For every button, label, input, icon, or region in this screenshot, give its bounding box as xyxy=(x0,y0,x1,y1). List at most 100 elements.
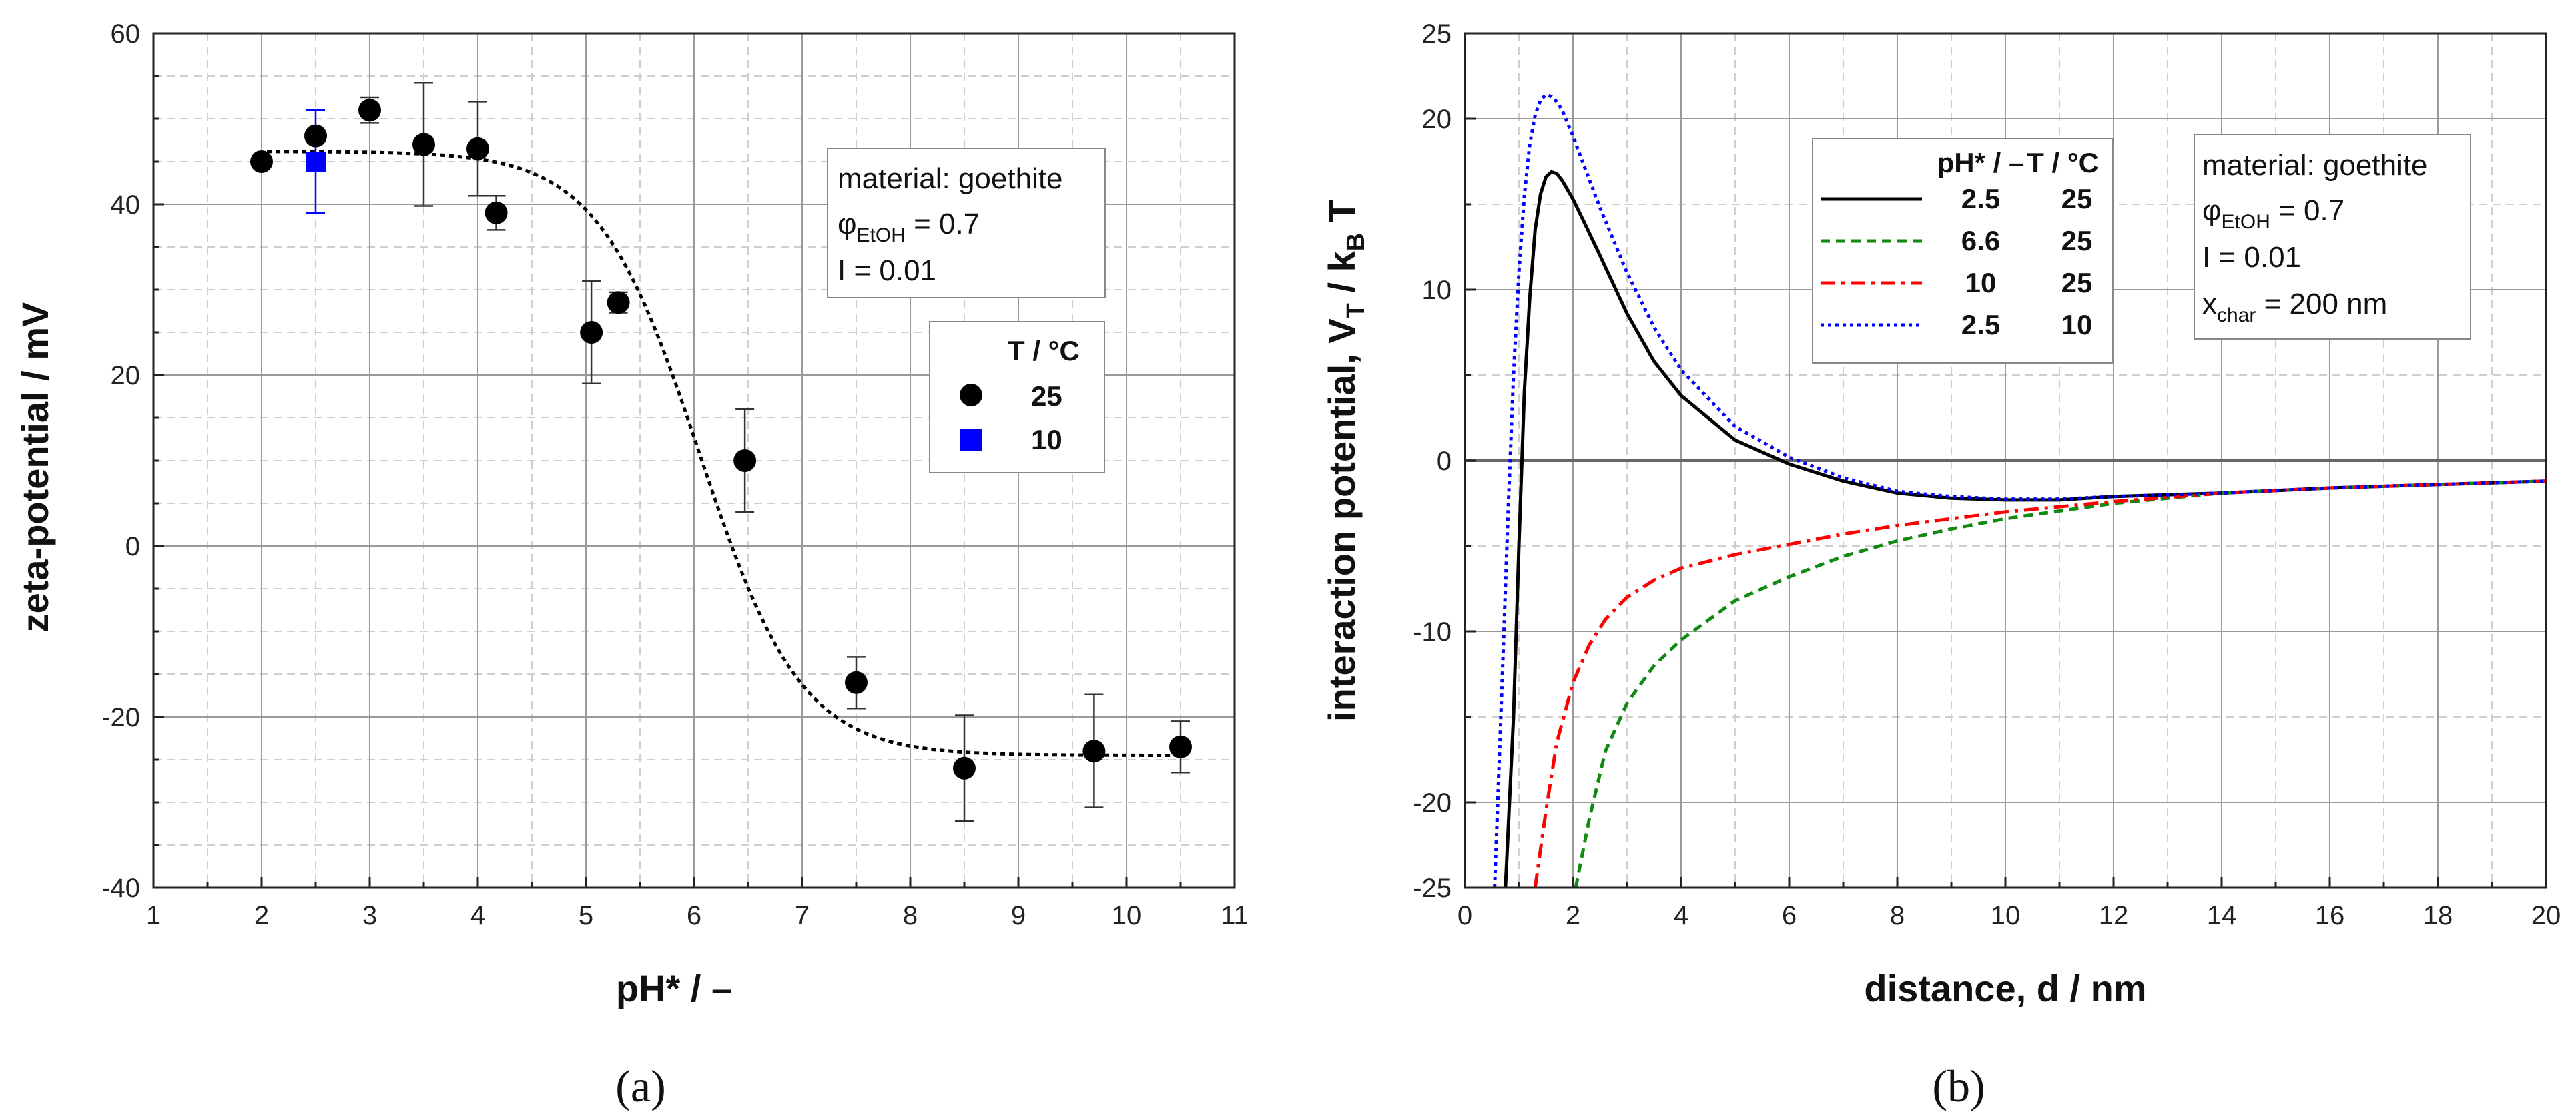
y-tick-label: 10 xyxy=(1422,276,1452,305)
panel-a: 1 2 3 4 5 6 7 8 9 10 11 -40 -20 0 20 40 60 material: go… xyxy=(14,19,1249,1111)
legend-t-value: 25 xyxy=(2061,225,2093,256)
xchar-symbol-b: x xyxy=(2202,288,2217,320)
phi-value-b: = 0.7 xyxy=(2270,194,2344,227)
info-material-b: material: goethite xyxy=(2202,149,2428,182)
ticks-a xyxy=(152,32,1236,889)
ylabel-main-b: interaction potential, V xyxy=(1321,318,1363,722)
x-tick-label: 10 xyxy=(1991,901,2021,930)
y-tick-labels-a: -40 -20 0 20 40 60 xyxy=(101,19,140,903)
info-xchar-b: xchar = 200 nm xyxy=(2202,288,2387,326)
x-tick-label: 4 xyxy=(1674,901,1688,930)
x-tick-label: 3 xyxy=(362,901,377,930)
legend-marker-10 xyxy=(960,429,982,451)
phi-subscript-a: EtOH xyxy=(857,224,906,246)
info-ionic-a: I = 0.01 xyxy=(838,254,936,287)
x-axis-title-b: distance, d / nm xyxy=(1864,967,2146,1009)
x-tick-labels-a: 1 2 3 4 5 6 7 8 9 10 11 xyxy=(146,901,1249,930)
panel-b: 0 2 4 6 8 10 12 14 16 18 20 -25 -20 -10 0 10 20 25 pH* /… xyxy=(1321,19,2561,1111)
legend-t-value: 25 xyxy=(2061,183,2093,214)
ylabel-sub-b-b: B xyxy=(1342,233,1370,251)
x-tick-label: 9 xyxy=(1011,901,1026,930)
legend-t-value: 25 xyxy=(2061,267,2093,298)
potential-curve-0 xyxy=(1504,170,2546,888)
y-tick-label: 20 xyxy=(1422,105,1452,134)
legend-a: T / °C 25 10 xyxy=(929,321,1105,473)
data-point-25C xyxy=(466,137,489,160)
x-tick-label: 0 xyxy=(1458,901,1472,930)
y-axis-title-b: interaction potential, VT / kB T xyxy=(1321,200,1370,722)
potential-curve-2 xyxy=(1533,479,2546,888)
x-tick-label: 6 xyxy=(687,901,701,930)
legend-b: pH* / – T / °C 2.5 25 6.6 25 10 25 2.5 10 xyxy=(1812,138,2114,364)
phi-symbol-a: φ xyxy=(838,208,857,240)
x-tick-label: 2 xyxy=(1566,901,1580,930)
panel-label-a: (a) xyxy=(615,1061,665,1111)
x-tick-label: 11 xyxy=(1221,901,1249,930)
potential-curve-3 xyxy=(1493,93,2546,888)
ylabel-mid-b: / k xyxy=(1321,250,1363,303)
fit-curve-a xyxy=(267,150,1187,757)
y-tick-label: -40 xyxy=(101,874,140,903)
legend-t-value: 10 xyxy=(2061,309,2093,340)
x-tick-label: 7 xyxy=(795,901,810,930)
legend-header-t: T / °C xyxy=(2027,147,2099,178)
x-tick-label: 8 xyxy=(903,901,918,930)
legend-frame-a xyxy=(929,321,1105,473)
legend-ph-value: 2.5 xyxy=(1961,309,2000,340)
legend-frame-b xyxy=(1812,138,2114,364)
x-tick-label: 4 xyxy=(470,901,485,930)
y-tick-label: 0 xyxy=(125,532,140,561)
data-point-25C xyxy=(485,201,508,224)
legend-header-a: T / °C xyxy=(1008,335,1080,366)
legend-ph-value: 6.6 xyxy=(1961,225,2000,256)
panel-label-b: (b) xyxy=(1932,1061,1985,1111)
data-point-25C xyxy=(1082,740,1106,763)
x-tick-label: 18 xyxy=(2423,901,2453,930)
info-material-a: material: goethite xyxy=(838,162,1063,195)
data-point-10C xyxy=(306,152,326,172)
data-point-25C xyxy=(412,133,435,156)
legend-ph-value: 2.5 xyxy=(1961,183,2000,214)
info-box-frame-b xyxy=(2194,134,2471,340)
x-tick-label: 16 xyxy=(2315,901,2345,930)
ylabel-sub-t-b: T xyxy=(1342,303,1370,318)
y-tick-label: 40 xyxy=(111,190,141,220)
legend-label-25: 25 xyxy=(1031,380,1062,412)
data-point-25C xyxy=(580,321,603,344)
x-tick-label: 10 xyxy=(1112,901,1142,930)
legend-marker-25 xyxy=(960,384,982,406)
potential-curve-1 xyxy=(1574,479,2546,888)
y-tick-label: -20 xyxy=(1413,788,1452,818)
x-tick-labels-b: 0 2 4 6 8 10 12 14 16 18 20 xyxy=(1458,901,2561,930)
ylabel-end-b: T xyxy=(1321,200,1363,233)
x-tick-label: 8 xyxy=(1890,901,1905,930)
data-point-25C xyxy=(607,291,630,314)
legend-label-10: 10 xyxy=(1031,424,1062,455)
x-tick-label: 1 xyxy=(146,901,161,930)
legend-header-ph: pH* / – xyxy=(1937,147,2025,178)
data-point-25C xyxy=(250,150,273,173)
x-tick-label: 5 xyxy=(579,901,593,930)
xchar-subscript-b: char xyxy=(2217,304,2256,326)
y-tick-label: 20 xyxy=(111,361,141,390)
phi-value-a: = 0.7 xyxy=(906,208,980,240)
data-markers-a xyxy=(250,99,1192,780)
y-tick-label: -25 xyxy=(1413,874,1452,903)
legend-entries-b: 2.5 25 6.6 25 10 25 2.5 10 xyxy=(1821,183,2092,340)
x-tick-label: 6 xyxy=(1782,901,1797,930)
data-point-25C xyxy=(358,99,381,122)
info-box-b: material: goethite φEtOH = 0.7 I = 0.01 … xyxy=(2194,134,2471,340)
potential-curves-b xyxy=(1493,93,2546,888)
info-ionic-b: I = 0.01 xyxy=(2202,241,2301,274)
y-tick-label: -20 xyxy=(101,703,140,732)
y-tick-label: 0 xyxy=(1437,447,1452,476)
phi-symbol-b: φ xyxy=(2202,194,2222,227)
legend-ph-value: 10 xyxy=(1965,267,1997,298)
y-tick-labels-b: -25 -20 -10 0 10 20 25 xyxy=(1413,19,1452,903)
x-tick-label: 14 xyxy=(2207,901,2237,930)
info-box-a: material: goethite φEtOH = 0.7 I = 0.01 xyxy=(827,148,1106,298)
data-point-25C xyxy=(845,671,868,694)
data-point-25C xyxy=(733,449,757,472)
data-point-25C xyxy=(1169,735,1192,758)
info-phi-a: φEtOH = 0.7 xyxy=(838,208,980,246)
